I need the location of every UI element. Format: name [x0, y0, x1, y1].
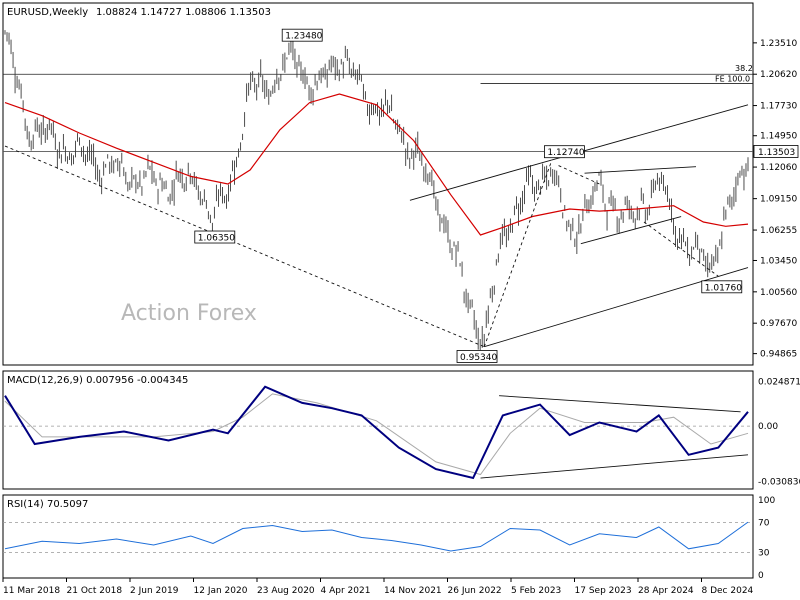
- price-label-box: [701, 280, 743, 294]
- rsi-tick-label: 100: [758, 496, 775, 506]
- dashed-rally-line: [483, 162, 552, 347]
- x-axis: 11 Mar 2018 21 Oct 2018 2 Jun 2019 12 Jan 2…: [2, 578, 754, 596]
- price-tick-label: 0.97670: [760, 319, 797, 329]
- price-panel: 1.23510 1.20620 1.17730 1.14950 1.12060 1.091…: [3, 28, 799, 363]
- x-tick-label: 2 Jun 2019: [130, 586, 179, 596]
- macd-panel-frame: [2, 370, 754, 490]
- moving-average-line: [4, 93, 749, 236]
- price-label: 1.12740: [547, 148, 584, 158]
- price-label-box: [544, 145, 585, 159]
- triangle-lower-line: [580, 216, 682, 245]
- macd-lower-trendline: [480, 454, 749, 479]
- macd-line: [4, 385, 749, 480]
- x-tick-label: 12 Jan 2020: [194, 586, 248, 596]
- x-tick-label: 23 Aug 2020: [257, 586, 315, 596]
- x-tick-label: 14 Nov 2021: [384, 586, 442, 596]
- x-tick-label: 4 Apr 2021: [321, 586, 371, 596]
- x-tick-label: 11 Mar 2018: [3, 586, 60, 596]
- price-panel-frame: [2, 2, 754, 366]
- price-tick-label: 1.20620: [760, 70, 797, 80]
- fib-38-label: 38.2: [735, 64, 753, 73]
- rsi-panel: 100 70 30 0: [3, 496, 775, 581]
- upper-channel-line-a: [409, 159, 552, 201]
- price-chart-title: EURUSD,Weekly: [7, 7, 88, 18]
- fe-100-label: FE 100.0: [715, 74, 750, 83]
- price-label-box: [456, 350, 498, 363]
- price-tick-label: 1.12060: [760, 163, 797, 173]
- last-price-box: [753, 145, 799, 158]
- x-tick-label: 26 Jun 2022: [448, 586, 502, 596]
- macd-title: MACD(12,26,9) 0.007956 -0.004345: [7, 375, 188, 386]
- price-label: 1.23480: [285, 32, 322, 42]
- price-tick-label: 1.17730: [760, 102, 797, 112]
- macd-tick-label: 0.024871: [758, 378, 800, 388]
- last-price-label: 1.13503: [758, 148, 795, 158]
- macd-panel: 0.024871 0.00 -0.030836: [3, 378, 800, 487]
- price-label: 0.95340: [460, 353, 497, 363]
- rsi-title: RSI(14) 70.5097: [7, 499, 88, 510]
- watermark: Action Forex: [121, 301, 257, 326]
- ohlc-values: 1.08824 1.14727 1.08806 1.13503: [96, 7, 271, 18]
- macd-tick-label: 0.00: [758, 422, 778, 432]
- x-tick-label: 5 Feb 2023: [511, 586, 561, 596]
- price-tick-label: 1.09150: [760, 195, 797, 205]
- x-tick-label: 8 Dec 2024: [702, 586, 754, 596]
- dashed-triangle-line: [558, 165, 600, 185]
- price-tick-label: 1.06255: [760, 226, 797, 236]
- x-tick-label: 21 Oct 2018: [67, 586, 123, 596]
- price-tick-label: 1.14950: [760, 132, 797, 142]
- price-label-box: [194, 230, 236, 244]
- macd-tick-label: -0.030836: [758, 477, 800, 487]
- rsi-tick-label: 70: [758, 519, 770, 529]
- dashed-downtrend-line: [4, 145, 485, 348]
- price-label: 1.06350: [198, 234, 235, 244]
- x-tick-label: 28 Apr 2024: [638, 586, 694, 596]
- rsi-panel-frame: [2, 494, 754, 579]
- price-tick-label: 0.94865: [760, 350, 797, 360]
- price-label-box: [281, 28, 323, 42]
- price-tick-label: 1.00560: [760, 288, 797, 298]
- price-tick-label: 1.23510: [760, 39, 797, 49]
- rsi-tick-label: 30: [758, 549, 770, 559]
- macd-upper-trendline: [499, 395, 741, 413]
- rsi-tick-label: 0: [758, 571, 764, 581]
- price-tick-label: 1.03450: [760, 256, 797, 266]
- triangle-upper-line: [584, 166, 697, 174]
- rsi-line: [4, 521, 749, 552]
- x-tick-label: 17 Sep 2023: [575, 586, 632, 596]
- price-label: 1.01760: [705, 283, 742, 293]
